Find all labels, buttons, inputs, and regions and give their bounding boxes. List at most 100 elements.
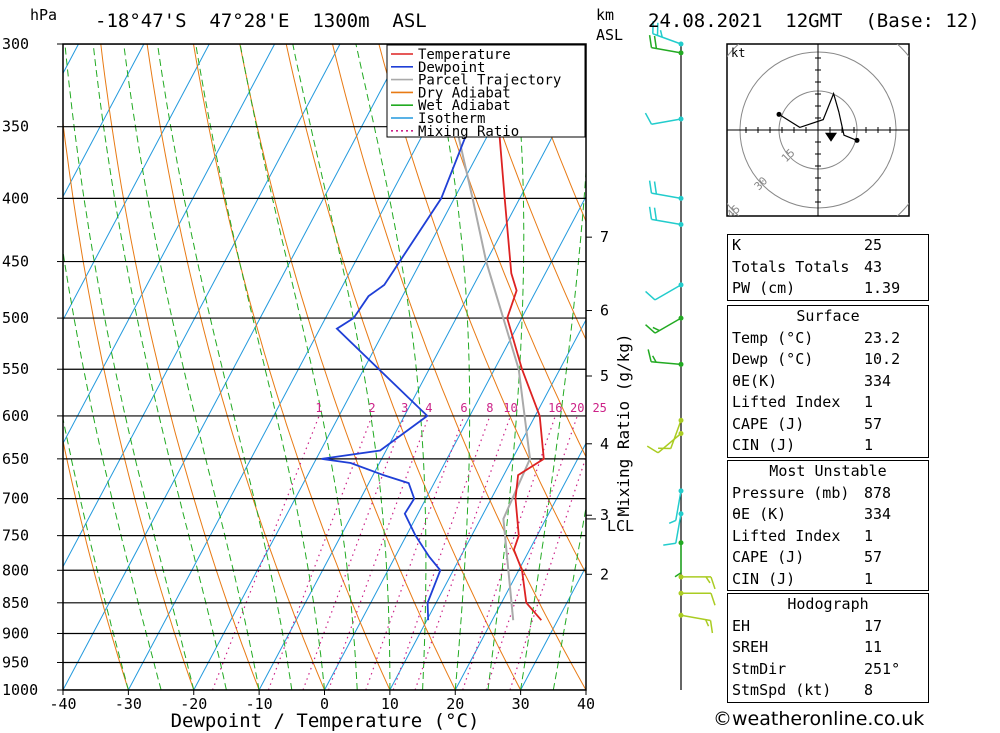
dewpoint-curve (321, 44, 511, 621)
stat-value: 1 (864, 393, 874, 411)
stat-value: 57 (864, 548, 883, 566)
wind-feather (710, 576, 716, 590)
stat-value: 57 (864, 414, 883, 433)
mixing-ratio-label: 2 (368, 401, 375, 415)
pressure-tick-label: 450 (2, 253, 29, 271)
hodograph-end-dot (854, 137, 860, 143)
legend-entry: Dry Adiabat (418, 85, 511, 101)
mixing-ratio-line (211, 415, 320, 690)
wet-adiabat (64, 44, 195, 690)
temperature-tick-label: 20 (446, 695, 464, 713)
pressure-tick-label: 550 (2, 360, 29, 378)
wet-adiabat (123, 44, 260, 690)
wind-barb (646, 431, 684, 454)
stat-label: θE(K) (732, 371, 778, 390)
stat-value: 334 (864, 505, 892, 523)
stat-label: Lifted Index (732, 526, 841, 545)
stat-value: 43 (864, 257, 883, 276)
wind-barb (678, 612, 714, 634)
pressure-tick-label: 350 (2, 118, 29, 136)
stat-row: SREH 11 (728, 637, 928, 659)
pressure-tick-label: 950 (2, 653, 29, 671)
most-unstable-table: Most Unstable Pressure (mb) 878 θE (K) 334 Li… (727, 460, 929, 591)
pressure-tick-label: 750 (2, 527, 29, 545)
mixing-ratio-label: 25 (592, 401, 606, 415)
stat-row: θE(K) 334 (728, 371, 928, 393)
mixing-ratio-label: 16 (548, 401, 562, 415)
stat-row: PW (cm) 1.39 (728, 278, 928, 300)
stat-value: 1 (864, 436, 874, 454)
stat-row: CAPE (J) 57 (728, 414, 928, 436)
table-title: Hodograph (787, 595, 869, 613)
isotherm (63, 44, 341, 568)
stat-label: Totals Totals (732, 257, 850, 276)
wind-barb (678, 574, 716, 590)
mixing-ratio-label: 8 (486, 401, 493, 415)
isotherm (127, 44, 472, 690)
stat-row: Totals Totals 43 (728, 257, 928, 279)
wind-feather (668, 519, 677, 525)
wind-feather (647, 349, 652, 362)
stat-value: 334 (864, 371, 892, 390)
stat-value: 1 (864, 569, 874, 588)
temperature-tick-label: -10 (246, 695, 273, 713)
pressure-tick-label: 500 (2, 309, 29, 327)
stat-value: 8 (864, 681, 874, 699)
stat-label: CIN (J) (732, 569, 796, 588)
isotherm (63, 44, 145, 198)
pressure-tick-label: 400 (2, 189, 29, 207)
stat-row: StmSpd (kt) 8 (728, 680, 928, 702)
stat-row: CIN (J) 1 (728, 435, 928, 457)
pressure-tick-label: 300 (2, 35, 29, 53)
storm-motion-marker (825, 132, 837, 142)
hodograph-table: Hodograph EH 17 SREH 11 StmDir 251° StmSpd (kt)… (727, 593, 929, 703)
stat-row: Pressure (mb) 878 (728, 483, 928, 505)
stat-row: Lifted Index 1 (728, 526, 928, 548)
wind-barb (648, 206, 684, 228)
temperature-tick-label: 40 (577, 695, 595, 713)
credit-text: ©weatheronline.co.uk (713, 708, 925, 730)
wind-barb (648, 180, 684, 201)
wind-feather (709, 620, 714, 634)
indices-table: K 25 Totals Totals 43 PW (cm) 1.39 (727, 234, 929, 301)
mixing-ratio-line (267, 415, 373, 690)
temperature-tick-label: -20 (180, 695, 207, 713)
mixing-ratio-line (462, 415, 556, 690)
pressure-tick-label: 800 (2, 561, 29, 579)
wind-barb (678, 590, 716, 606)
isotherm (389, 318, 586, 690)
stat-label: Dewp (°C) (732, 350, 814, 368)
km-tick-label: 6 (600, 302, 609, 320)
wind-feather (648, 180, 653, 194)
mixing-ratio-label: 1 (315, 401, 322, 415)
isotherm (193, 44, 537, 690)
mixing-ratio-line (509, 455, 586, 690)
stat-row: CIN (J) 1 (728, 569, 928, 591)
stat-label: StmDir (732, 659, 787, 678)
mixing-ratio-label: 20 (570, 401, 584, 415)
stat-row: CAPE (J) 57 (728, 547, 928, 569)
wind-feather (704, 619, 710, 627)
wind-shaft (657, 432, 682, 454)
wind-feather (645, 290, 656, 301)
stat-label: PW (cm) (732, 279, 796, 297)
stat-value: 11 (864, 638, 883, 656)
mixing-ratio-label: 3 (401, 401, 408, 415)
pressure-tick-label: 1000 (2, 681, 38, 699)
km-tick-label: 2 (600, 565, 609, 583)
dry-adiabat (935, 44, 1000, 690)
surface-table: Surface Temp (°C) 23.2 Dewp (°C) 10.2 θE(K) 33… (727, 305, 929, 458)
stat-label: Lifted Index (732, 393, 841, 411)
mixing-ratio-line (365, 415, 465, 690)
stat-row: θE (K) 334 (728, 504, 928, 526)
pressure-tick-label: 650 (2, 450, 29, 468)
stat-label: Temp (°C) (732, 328, 814, 347)
mixing-ratio-label: 4 (425, 401, 432, 415)
legend-entry: Isotherm (418, 111, 485, 127)
wind-barb (644, 112, 684, 125)
wind-barb (652, 21, 684, 47)
wind-feather (710, 593, 716, 606)
